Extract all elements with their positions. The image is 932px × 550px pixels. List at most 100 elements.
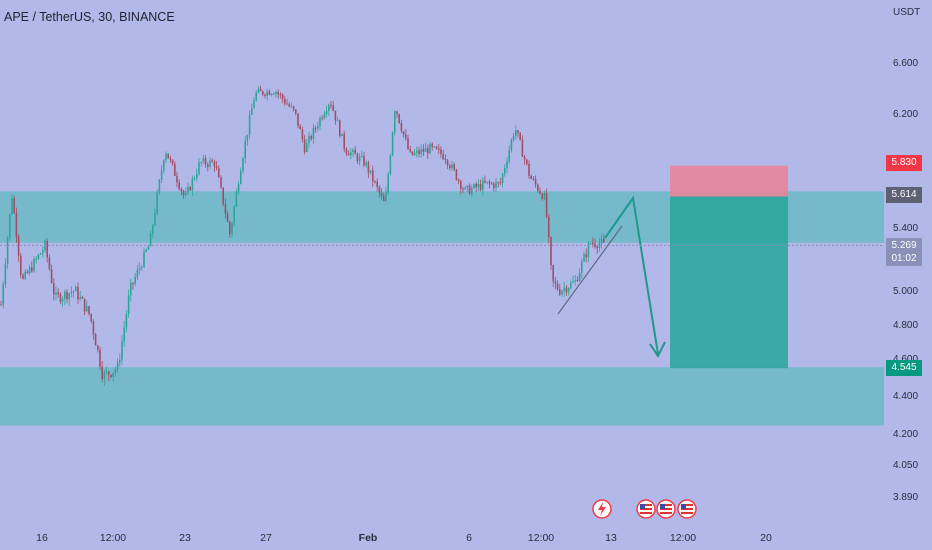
candle-body bbox=[200, 162, 202, 164]
candle-body bbox=[493, 183, 495, 188]
x-tick-label: 12:00 bbox=[100, 532, 126, 544]
candle-body bbox=[457, 179, 460, 181]
candle-body bbox=[541, 193, 543, 200]
event-icons[interactable] bbox=[592, 499, 697, 519]
candle-body bbox=[411, 151, 414, 156]
x-tick-label: Feb bbox=[359, 532, 378, 544]
x-tick-label: 27 bbox=[260, 532, 272, 544]
last-price-value: 5.269 bbox=[891, 240, 917, 251]
candle-body bbox=[427, 148, 429, 154]
candle-body bbox=[68, 293, 70, 300]
candle-body bbox=[209, 160, 211, 167]
candle-body bbox=[479, 183, 482, 190]
us-flag-icon[interactable] bbox=[656, 499, 676, 519]
candle-body bbox=[446, 160, 449, 166]
candle-body bbox=[565, 287, 568, 293]
lightning-icon[interactable] bbox=[592, 499, 612, 519]
position-layer[interactable] bbox=[670, 165, 788, 369]
x-tick-label: 12:00 bbox=[528, 532, 554, 544]
candle-body bbox=[548, 216, 550, 238]
candle-body bbox=[402, 131, 405, 135]
candle-body bbox=[563, 287, 565, 291]
candle-body bbox=[134, 277, 136, 284]
candle-body bbox=[378, 186, 381, 194]
take-profit-area[interactable] bbox=[670, 196, 788, 369]
candle-body bbox=[9, 214, 11, 238]
support-zone bbox=[0, 367, 884, 426]
candle-body bbox=[442, 154, 444, 159]
candle-body bbox=[354, 149, 356, 155]
candle-body bbox=[438, 148, 440, 150]
candle-body bbox=[306, 143, 308, 153]
candle-body bbox=[233, 206, 235, 224]
candle-body bbox=[539, 190, 541, 194]
us-flag-icon[interactable] bbox=[677, 499, 697, 519]
candle-body bbox=[160, 170, 163, 180]
candle-body bbox=[0, 304, 2, 306]
candle-body bbox=[334, 110, 337, 121]
candle-body bbox=[376, 181, 378, 187]
candle-body bbox=[292, 106, 295, 110]
bar-countdown: 01:02 bbox=[891, 253, 917, 264]
candle-body bbox=[26, 271, 29, 274]
candle-body bbox=[587, 243, 590, 258]
stop-loss-area[interactable] bbox=[670, 165, 788, 197]
candle-body bbox=[189, 186, 191, 191]
candle-body bbox=[169, 158, 172, 160]
candle-body bbox=[136, 269, 139, 278]
candle-body bbox=[385, 192, 387, 202]
us-flag-icon[interactable] bbox=[636, 499, 656, 519]
candle-body bbox=[105, 371, 108, 373]
x-tick-label: 23 bbox=[179, 532, 191, 544]
candle-body bbox=[345, 148, 348, 154]
candle-body bbox=[352, 149, 354, 153]
candle-body bbox=[433, 146, 436, 148]
candle-body bbox=[24, 271, 26, 279]
candle-body bbox=[374, 181, 376, 183]
candle-body bbox=[528, 163, 530, 176]
candle-body bbox=[589, 243, 592, 245]
candle-body bbox=[132, 282, 134, 284]
candle-body bbox=[504, 168, 506, 174]
candle-body bbox=[495, 182, 497, 188]
candle-body bbox=[501, 173, 504, 183]
candle-body bbox=[508, 150, 510, 162]
x-tick-label: 12:00 bbox=[670, 532, 696, 544]
candle-body bbox=[253, 100, 255, 109]
candle-body bbox=[328, 104, 330, 111]
candle-body bbox=[114, 369, 117, 373]
y-axis[interactable]: 6.600 6.200 5.400 5.000 4.800 4.600 4.400 4.200… bbox=[893, 58, 918, 503]
candle-body bbox=[475, 183, 477, 188]
candle-body bbox=[394, 111, 396, 133]
x-axis[interactable]: 16 12:00 23 27 Feb 6 12:00 13 12:00 20 bbox=[36, 532, 772, 544]
candle-body bbox=[33, 258, 35, 272]
chart-title[interactable]: APE / TetherUS, 30, BINANCE bbox=[4, 10, 175, 24]
candle-body bbox=[191, 178, 194, 191]
candle-body bbox=[83, 298, 86, 312]
candle-body bbox=[521, 139, 524, 157]
candle-body bbox=[556, 283, 559, 290]
candle-body bbox=[585, 254, 587, 258]
candle-body bbox=[156, 192, 158, 214]
candle-body bbox=[138, 267, 141, 270]
candle-body bbox=[101, 366, 103, 379]
candle-body bbox=[116, 362, 119, 370]
candle-body bbox=[297, 113, 299, 126]
candle-body bbox=[336, 120, 339, 122]
candle-body bbox=[152, 225, 154, 234]
candle-body bbox=[165, 153, 167, 161]
y-tick-label: 3.890 bbox=[893, 492, 918, 503]
candle-body bbox=[97, 345, 99, 350]
candle-body bbox=[215, 166, 218, 168]
candle-body bbox=[229, 221, 231, 235]
candle-body bbox=[405, 134, 407, 139]
candle-body bbox=[202, 158, 205, 163]
candle-body bbox=[251, 108, 253, 115]
candle-body bbox=[387, 174, 389, 193]
candle-body bbox=[468, 185, 471, 195]
candle-body bbox=[347, 153, 350, 156]
candle-body bbox=[187, 186, 189, 193]
candle-body bbox=[416, 150, 418, 153]
